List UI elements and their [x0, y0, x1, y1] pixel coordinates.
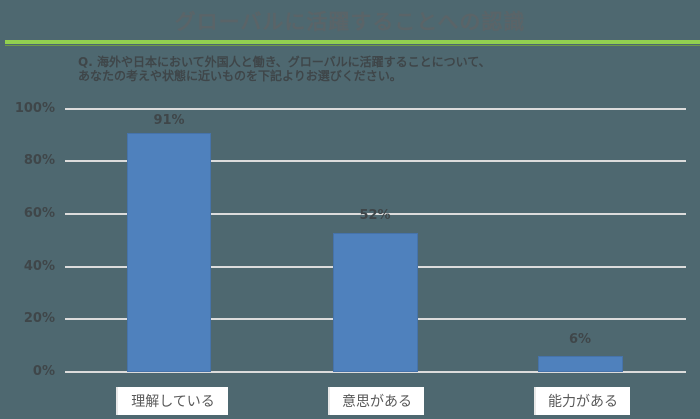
bar-value-label: 52%: [359, 208, 391, 223]
y-tick-label: 20%: [23, 311, 55, 326]
title-underline-shadow: [5, 45, 700, 46]
bar-understand: [127, 133, 211, 372]
question-line-1: Q. 海外や日本において外国人と働き、グローバルに活躍することについて、: [78, 55, 491, 69]
gridline-100: [65, 108, 686, 110]
gridline-0: [65, 371, 686, 373]
y-tick-label: 60%: [23, 206, 55, 221]
gridline-60: [65, 213, 686, 215]
gridline-80: [65, 160, 686, 162]
y-tick-label: 80%: [23, 153, 55, 168]
y-tick-label: 0%: [32, 364, 55, 379]
bar-capable: [538, 356, 623, 372]
chart-title: グローバルに活躍することへの認識: [174, 10, 526, 34]
y-tick-label: 40%: [23, 259, 55, 274]
x-axis-label: 能力がある: [534, 387, 630, 415]
bar-value-label: 91%: [153, 113, 185, 128]
x-axis-label: 理解している: [116, 387, 228, 415]
bar-value-label: 6%: [568, 332, 592, 347]
bar-willing: [333, 233, 418, 372]
title-underline: [5, 40, 700, 44]
question-line-2: あなたの考えや状態に近いものを下記よりお選びください。: [78, 69, 402, 83]
y-tick-label: 100%: [14, 101, 55, 116]
survey-question: Q. 海外や日本において外国人と働き、グローバルに活躍することについて、 あなた…: [78, 55, 638, 83]
x-axis-label: 意思がある: [328, 387, 424, 415]
